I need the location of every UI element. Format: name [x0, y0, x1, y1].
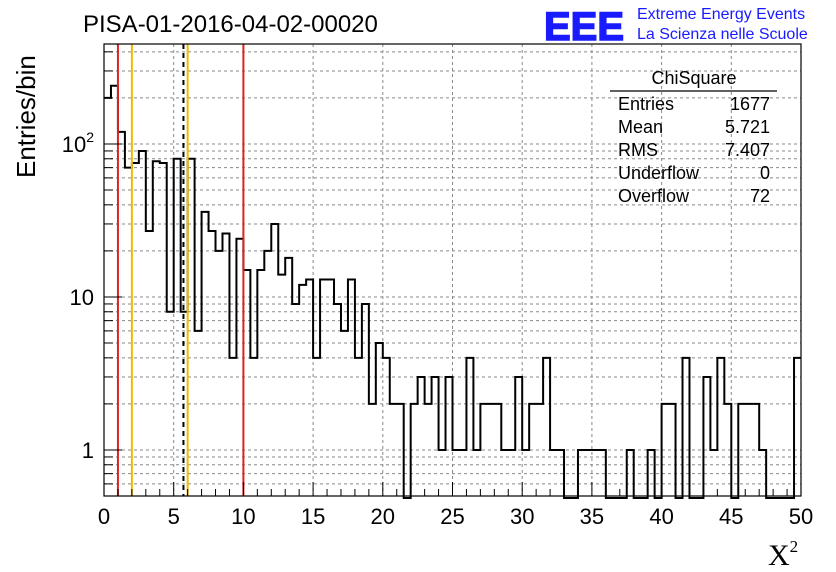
threshold-lines — [116, 44, 245, 496]
y-tick-label: 1 — [82, 438, 94, 463]
stats-value: 72 — [750, 186, 770, 206]
y-axis-label: Entries/bin — [11, 55, 41, 178]
stats-value: 1677 — [730, 94, 770, 114]
stats-label: Entries — [618, 94, 674, 114]
chart-title: PISA-01-2016-04-02-00020 — [83, 11, 378, 38]
stats-value: 7.407 — [725, 140, 770, 160]
x-tick-label: 10 — [231, 504, 255, 529]
x-tick-label: 30 — [510, 504, 534, 529]
x-tick-label: 25 — [440, 504, 464, 529]
x-tick-label: 0 — [98, 504, 110, 529]
stats-title: ChiSquare — [651, 68, 736, 88]
x-tick-label: 50 — [789, 504, 813, 529]
x-tick-label: 20 — [371, 504, 395, 529]
stats-value: 5.721 — [725, 117, 770, 137]
y-tick-labels: 1 10 102 — [62, 129, 94, 463]
eee-logo: EEE Extreme Energy Events La Scienza nel… — [543, 4, 808, 50]
stats-box: ChiSquare Entries 1677 Mean 5.721 RMS 7.407 Un… — [610, 68, 777, 206]
stats-label: RMS — [618, 140, 658, 160]
y-tick-label: 10 — [70, 285, 94, 310]
x-tick-label: 45 — [719, 504, 743, 529]
x-axis-label: X2 — [768, 537, 798, 572]
histogram — [104, 84, 801, 499]
stats-label: Underflow — [618, 163, 700, 183]
stats-label: Mean — [618, 117, 663, 137]
stats-value: 0 — [760, 163, 770, 183]
x-tick-label: 40 — [649, 504, 673, 529]
logo-mark: EEE — [544, 5, 624, 49]
logo-line1: Extreme Energy Events — [637, 6, 805, 23]
x-tick-labels: 0 5 10 15 20 25 30 35 40 45 50 — [98, 504, 813, 529]
x-tick-label: 35 — [580, 504, 604, 529]
x-tick-label: 5 — [168, 504, 180, 529]
logo-line2: La Scienza nelle Scuole — [637, 26, 808, 43]
x-tick-label: 15 — [301, 504, 325, 529]
axis-ticks — [103, 51, 802, 497]
stats-label: Overflow — [618, 186, 690, 206]
histogram-outline — [104, 84, 801, 499]
y-tick-label: 102 — [62, 129, 94, 157]
